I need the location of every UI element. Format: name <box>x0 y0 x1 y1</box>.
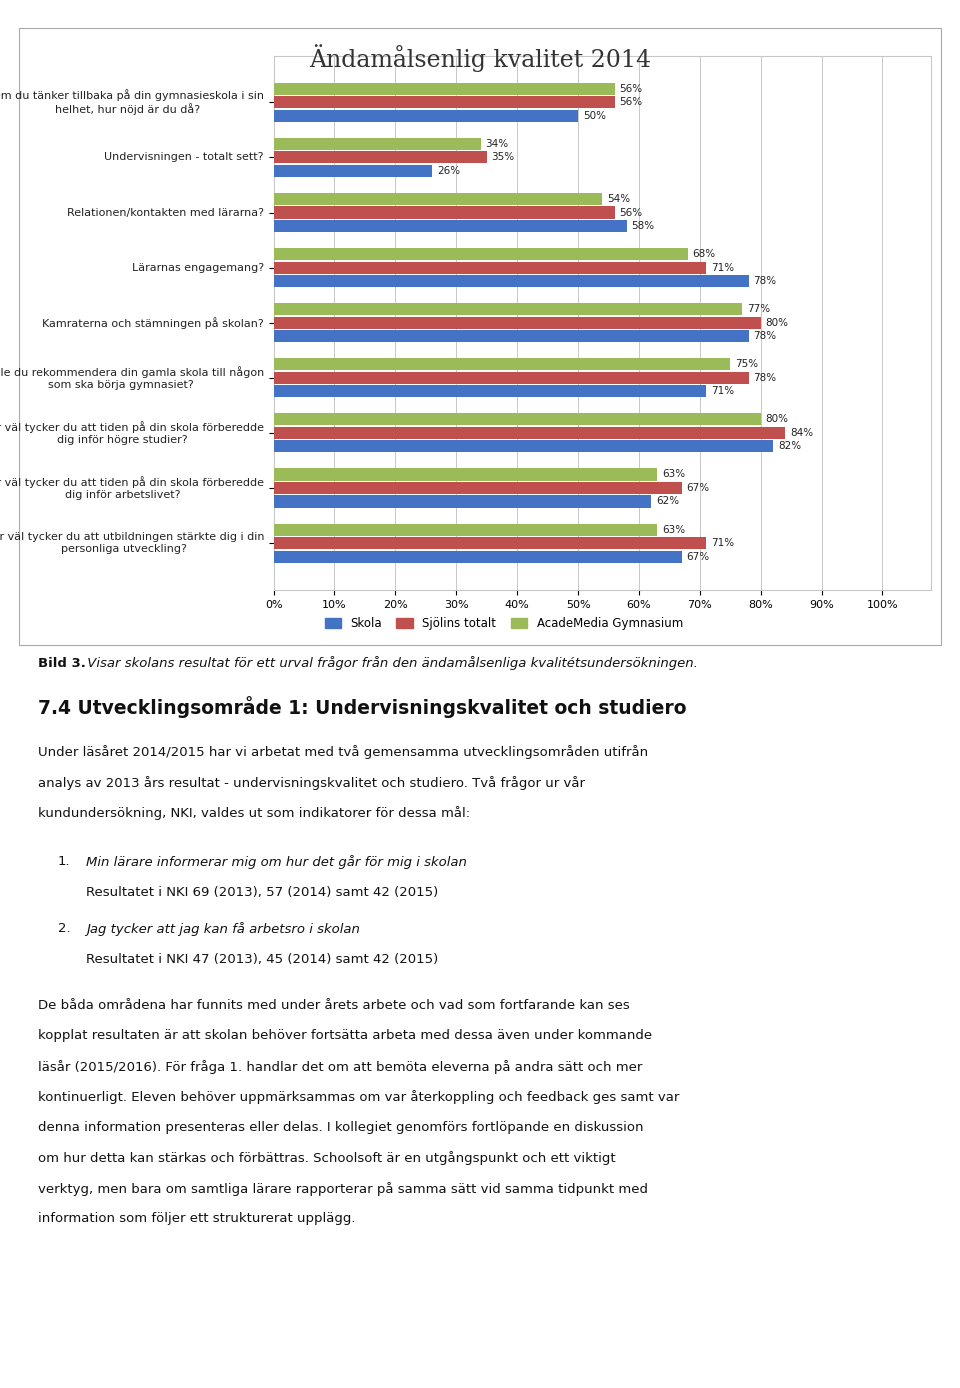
Text: Hur väl tycker du att tiden på din skola förberedde
dig inför arbetslivet?: Hur väl tycker du att tiden på din skola… <box>0 476 264 500</box>
Bar <box>274 551 682 562</box>
Text: om hur detta kan stärkas och förbättras. Schoolsoft är en utgångspunkt och ett v: om hur detta kan stärkas och förbättras.… <box>38 1151 616 1165</box>
Text: 71%: 71% <box>710 262 733 272</box>
Bar <box>274 316 760 329</box>
Bar <box>274 358 731 371</box>
Bar <box>274 151 487 164</box>
Text: De båda områdena har funnits med under årets arbete och vad som fortfarande kan : De båda områdena har funnits med under å… <box>38 998 630 1012</box>
Text: Hur väl tycker du att tiden på din skola förberedde
dig inför högre studier?: Hur väl tycker du att tiden på din skola… <box>0 421 264 444</box>
Text: 71%: 71% <box>710 539 733 548</box>
Bar <box>274 330 749 343</box>
Text: Relationen/kontakten med lärarna?: Relationen/kontakten med lärarna? <box>67 208 264 218</box>
Bar <box>274 248 687 260</box>
Text: 78%: 78% <box>754 373 777 383</box>
Text: 26%: 26% <box>437 167 460 176</box>
Text: 75%: 75% <box>735 359 758 369</box>
Text: 63%: 63% <box>662 469 685 479</box>
Text: 67%: 67% <box>686 483 709 493</box>
Text: Ändamålsenlig kvalitet 2014: Ändamålsenlig kvalitet 2014 <box>309 44 651 72</box>
Text: 7.4 Utvecklingsområde 1: Undervisningskvalitet och studiero: 7.4 Utvecklingsområde 1: Undervisningskv… <box>38 697 687 718</box>
Text: 68%: 68% <box>692 248 715 260</box>
Text: 77%: 77% <box>747 304 771 314</box>
Text: 78%: 78% <box>754 276 777 286</box>
Text: 82%: 82% <box>778 441 801 451</box>
Text: Om du tänker tillbaka på din gymnasieskola i sin
helhet, hur nöjd är du då?: Om du tänker tillbaka på din gymnasiesko… <box>0 89 264 115</box>
Text: Resultatet i NKI 47 (2013), 45 (2014) samt 42 (2015): Resultatet i NKI 47 (2013), 45 (2014) sa… <box>86 952 439 966</box>
Bar <box>274 440 773 452</box>
Bar <box>274 261 706 273</box>
Bar <box>274 386 706 397</box>
Bar <box>274 482 682 494</box>
Bar <box>274 523 658 536</box>
Text: kundundersökning, NKI, valdes ut som indikatorer för dessa mål:: kundundersökning, NKI, valdes ut som ind… <box>38 806 470 820</box>
Text: 63%: 63% <box>662 525 685 534</box>
Bar <box>274 372 749 384</box>
Text: Kamraterna och stämningen på skolan?: Kamraterna och stämningen på skolan? <box>42 316 264 329</box>
Text: Under läsåret 2014/2015 har vi arbetat med två gemensamma utvecklingsområden uti: Under läsåret 2014/2015 har vi arbetat m… <box>38 745 649 759</box>
Text: information som följer ett strukturerat upplägg.: information som följer ett strukturerat … <box>38 1212 356 1226</box>
Text: Min lärare informerar mig om hur det går för mig i skolan: Min lärare informerar mig om hur det går… <box>86 855 468 869</box>
Text: Hur väl tycker du att utbildningen stärkte dig i din
personliga utveckling?: Hur väl tycker du att utbildningen stärk… <box>0 532 264 554</box>
Text: 80%: 80% <box>765 415 788 425</box>
Text: 50%: 50% <box>583 111 606 121</box>
Bar <box>274 207 614 218</box>
Text: 78%: 78% <box>754 332 777 341</box>
Text: 58%: 58% <box>632 221 655 230</box>
Text: 35%: 35% <box>492 153 515 162</box>
Bar <box>274 96 614 108</box>
Bar <box>274 110 578 122</box>
Bar <box>274 303 742 315</box>
Bar <box>274 468 658 480</box>
Text: 84%: 84% <box>790 428 813 437</box>
Text: Lärarnas engagemang?: Lärarnas engagemang? <box>132 262 264 272</box>
Text: 34%: 34% <box>486 139 509 149</box>
Bar <box>274 219 627 232</box>
Text: 56%: 56% <box>619 97 642 107</box>
Text: Undervisningen - totalt sett?: Undervisningen - totalt sett? <box>105 153 264 162</box>
Text: 56%: 56% <box>619 83 642 94</box>
Text: Resultatet i NKI 69 (2013), 57 (2014) samt 42 (2015): Resultatet i NKI 69 (2013), 57 (2014) sa… <box>86 886 439 898</box>
Text: Visar skolans resultat för ett urval frågor från den ändamålsenliga kvalitétsund: Visar skolans resultat för ett urval frå… <box>83 657 697 670</box>
Bar <box>274 165 432 178</box>
Bar <box>274 537 706 550</box>
Text: 71%: 71% <box>710 386 733 397</box>
Text: Skulle du rekommendera din gamla skola till någon
som ska börja gymnasiet?: Skulle du rekommendera din gamla skola t… <box>0 366 264 390</box>
Text: 56%: 56% <box>619 208 642 218</box>
Text: 80%: 80% <box>765 318 788 328</box>
Text: 54%: 54% <box>608 194 631 204</box>
Text: kopplat resultaten är att skolan behöver fortsätta arbeta med dessa även under k: kopplat resultaten är att skolan behöver… <box>38 1029 653 1042</box>
Text: kontinuerligt. Eleven behöver uppmärksammas om var återkoppling och feedback ges: kontinuerligt. Eleven behöver uppmärksam… <box>38 1090 680 1103</box>
Text: verktyg, men bara om samtliga lärare rapporterar på samma sätt vid samma tidpunk: verktyg, men bara om samtliga lärare rap… <box>38 1181 648 1195</box>
Bar <box>274 414 760 426</box>
Bar <box>274 275 749 287</box>
Text: läsår (2015/2016). För fråga 1. handlar det om att bemöta eleverna på andra sätt: läsår (2015/2016). För fråga 1. handlar … <box>38 1059 643 1073</box>
Bar <box>274 137 481 150</box>
Text: denna information presenteras eller delas. I kollegiet genomförs fortlöpande en : denna information presenteras eller dela… <box>38 1120 644 1134</box>
Text: 62%: 62% <box>656 497 679 507</box>
Legend: Skola, Sjölins totalt, AcadeMedia Gymnasium: Skola, Sjölins totalt, AcadeMedia Gymnas… <box>320 612 687 634</box>
Text: 67%: 67% <box>686 551 709 562</box>
Text: 2.: 2. <box>58 922 70 936</box>
Bar <box>274 193 602 205</box>
Text: 1.: 1. <box>58 855 70 868</box>
Bar <box>274 83 614 94</box>
Bar <box>274 496 651 508</box>
Bar <box>274 428 785 439</box>
Text: analys av 2013 års resultat - undervisningskvalitet och studiero. Två frågor ur : analys av 2013 års resultat - undervisni… <box>38 776 586 790</box>
Text: Bild 3.: Bild 3. <box>38 657 86 669</box>
Text: Jag tycker att jag kan få arbetsro i skolan: Jag tycker att jag kan få arbetsro i sko… <box>86 922 360 936</box>
